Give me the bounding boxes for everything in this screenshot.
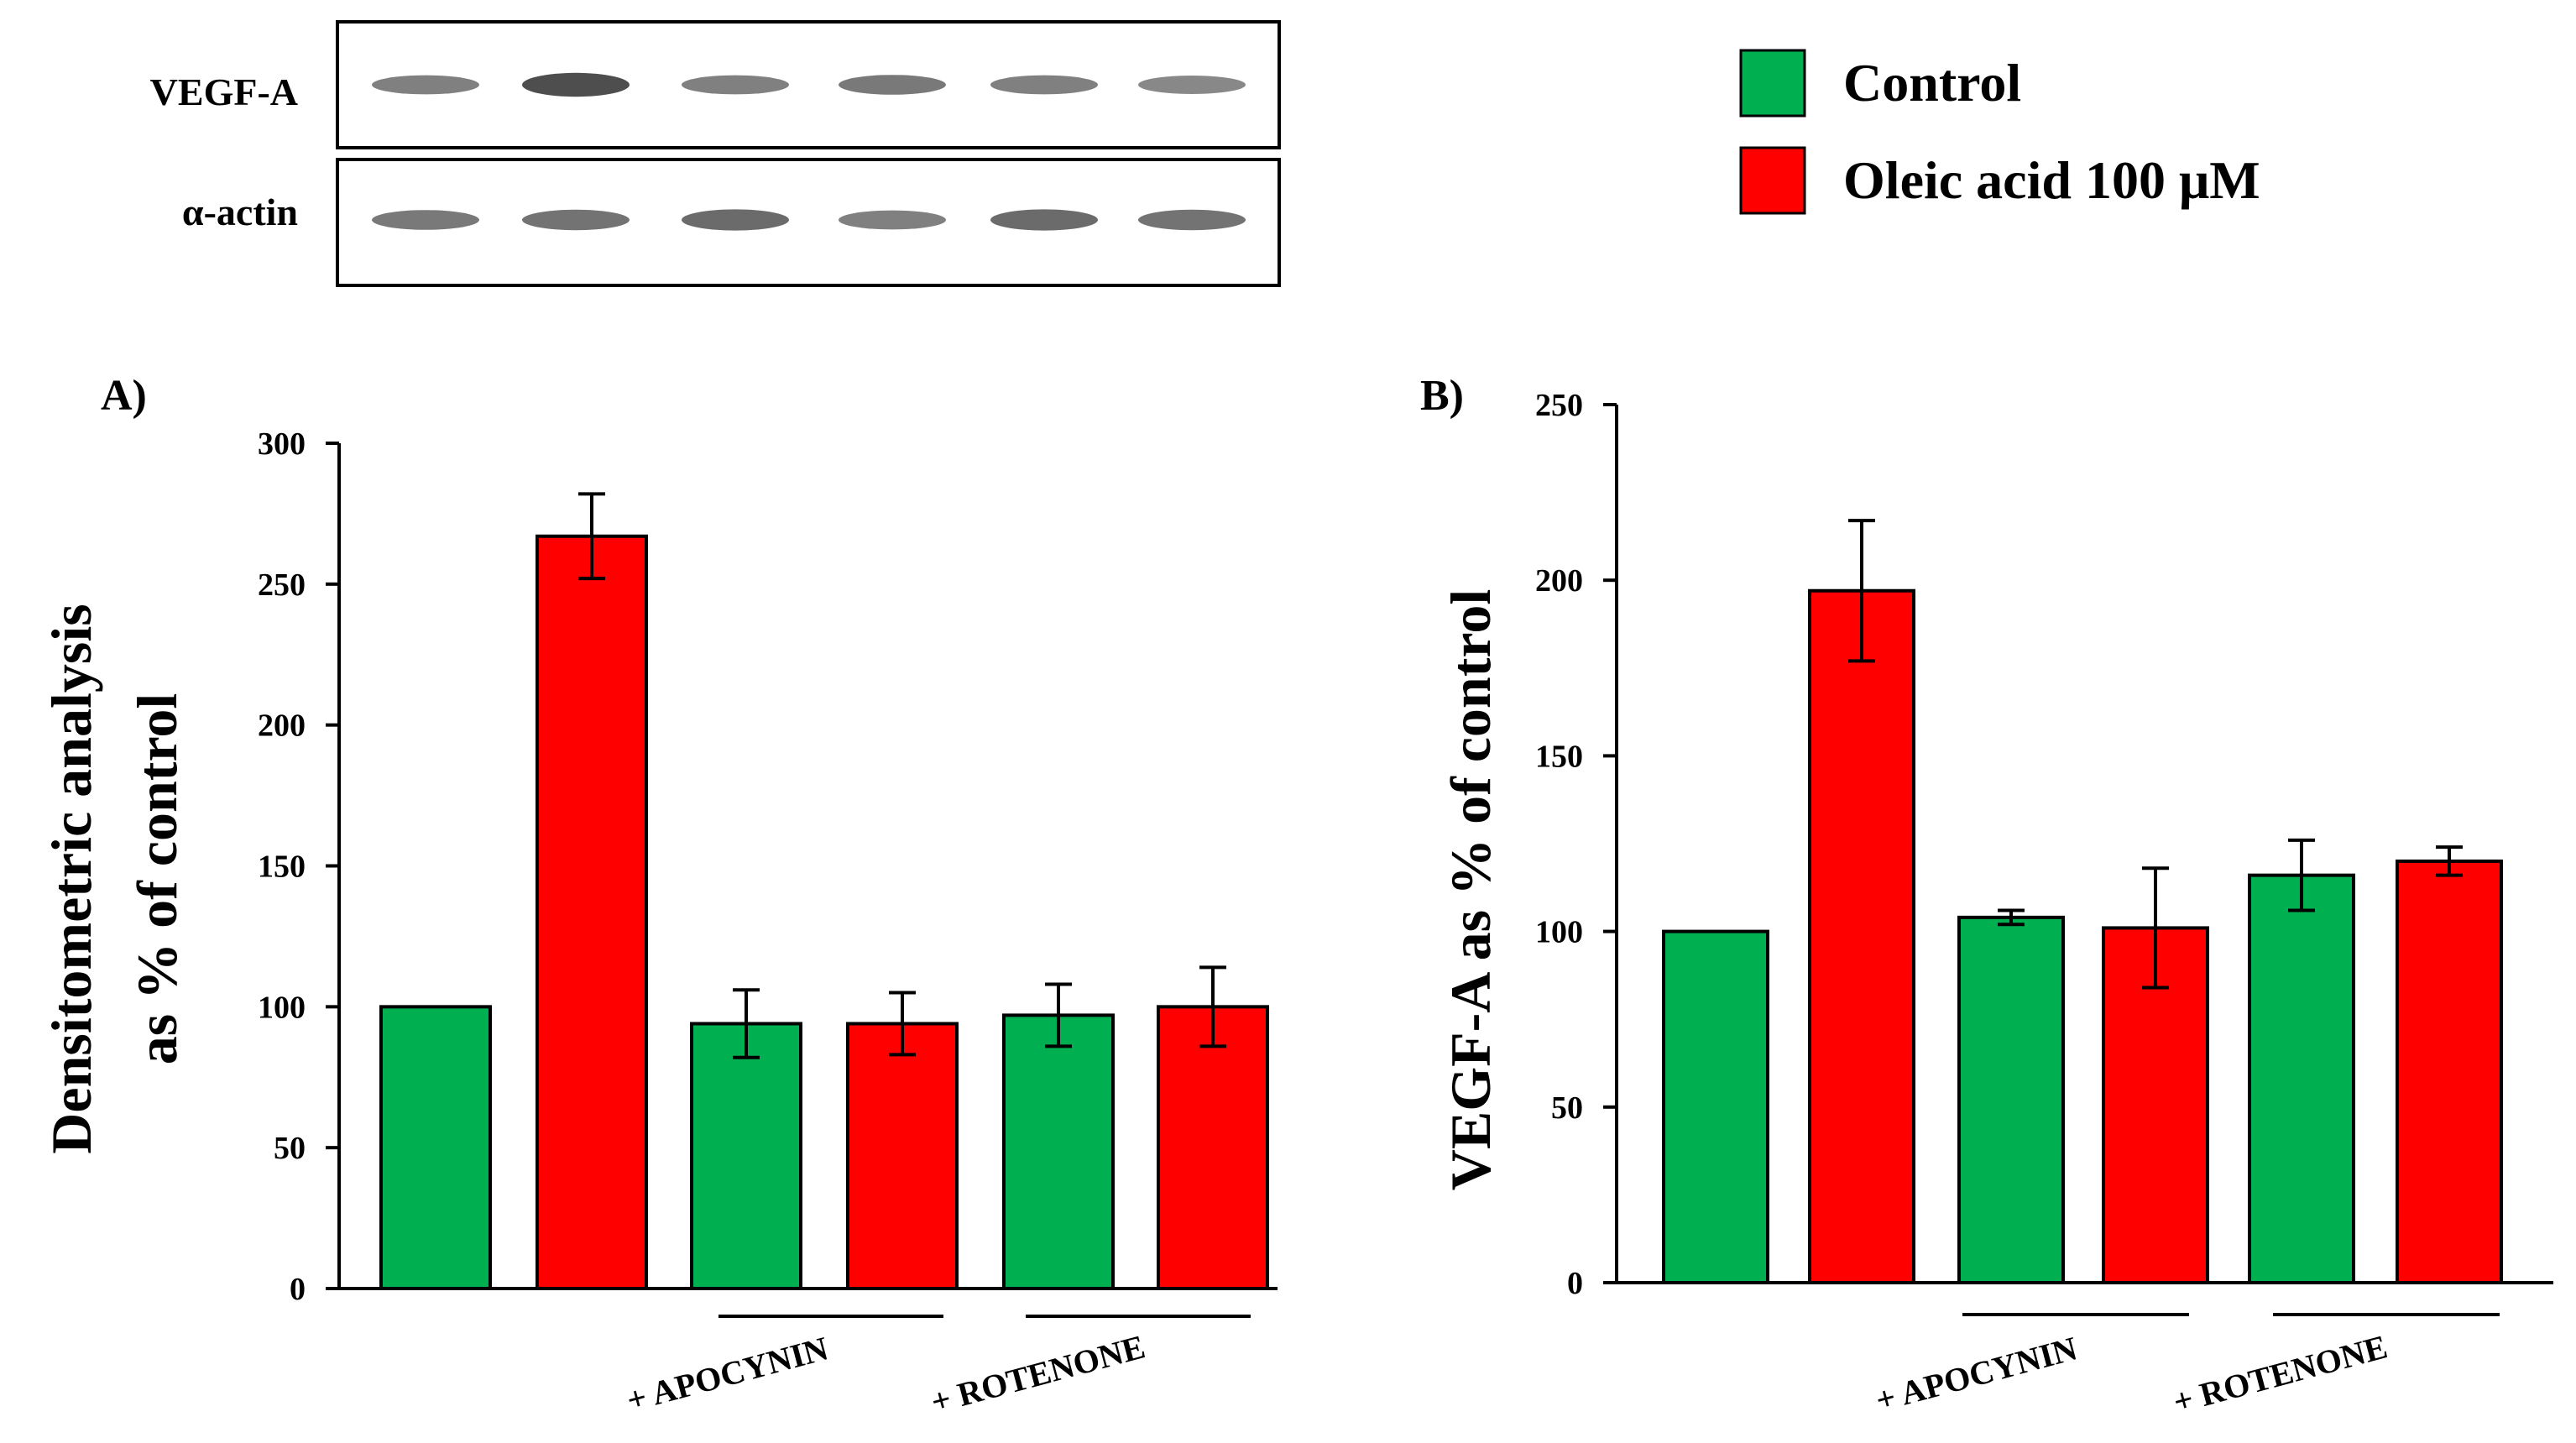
legend-swatch-oleic [1739,146,1806,215]
group-label: + APOCYNIN [1872,1329,2082,1419]
bar [2248,873,2355,1284]
blot-band [1138,209,1246,231]
blot-band [839,75,946,95]
bar [1662,929,1769,1284]
bar [1157,1005,1269,1291]
blot-band [839,210,946,230]
blot-label-actin: α-actin [182,191,298,233]
blot-label-vegf: VEGF-A [150,71,298,113]
y-axis-label-a-line1: Densitometric analysis [39,604,103,1153]
legend-label-oleic: Oleic acid 100 μM [1843,150,2260,210]
blot-band [990,209,1098,231]
y-axis-label-a-line2: as % of control [125,693,189,1065]
group-label: + ROTENONE [2169,1327,2391,1420]
y-tick-label: 250 [258,567,306,603]
y-tick-label: 150 [1535,739,1583,774]
blot-band [372,75,479,95]
bar [536,534,648,1290]
bar [690,1022,802,1291]
blot-band [682,209,789,231]
bar [1957,915,2065,1284]
blot-frame-vegf [336,20,1281,149]
group-label: + ROTENONE [927,1327,1148,1420]
blot-band [372,210,479,230]
blot-band [1138,76,1246,94]
blot-band [522,72,630,97]
bar [379,1005,492,1291]
panel-label-b: B) [1420,372,1464,420]
legend: Control Oleic acid 100 μM [1739,49,2260,215]
y-tick-label: 50 [274,1131,306,1166]
blot-band [990,75,1098,95]
legend-swatch-control [1739,49,1806,118]
group-label: + APOCYNIN [623,1329,833,1419]
y-tick-label: 50 [1551,1090,1583,1126]
bar [846,1022,959,1291]
y-tick-label: 250 [1535,388,1583,423]
y-tick-label: 100 [1535,915,1583,950]
y-tick-label: 300 [258,426,306,462]
blot-band [522,209,630,231]
y-tick-label: 0 [290,1272,306,1307]
y-tick-label: 200 [1535,563,1583,599]
bar [2396,859,2503,1285]
blot-band [682,75,789,95]
y-axis-label-b: VEGF-A as % of control [1439,589,1502,1191]
chart-panel-a: A) Densitometric analysis as % of contro… [39,372,1278,1421]
y-tick-label: 200 [258,708,306,744]
y-tick-label: 0 [1567,1266,1583,1301]
blot-frame-actin [336,158,1281,287]
chart-panel-b: B) VEGF-A as % of control 0 50 100 150 200 25… [1420,372,2553,1421]
western-blot: VEGF-A α-actin [150,20,1281,287]
bar [1808,588,1915,1284]
bar [1002,1013,1115,1290]
y-tick-label: 150 [258,850,306,885]
panel-label-a: A) [101,372,147,420]
legend-label-control: Control [1843,53,2021,112]
y-tick-label: 100 [258,990,306,1025]
